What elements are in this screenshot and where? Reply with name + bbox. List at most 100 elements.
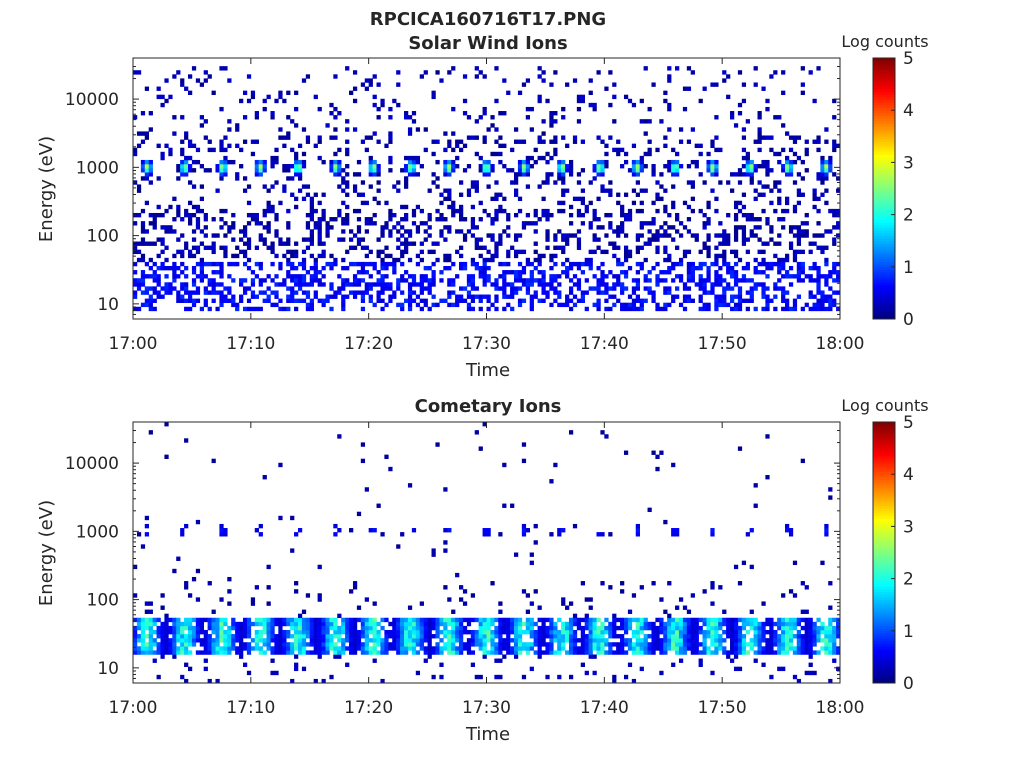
spectrogram-cell [565,621,570,627]
spectrogram-cell [824,528,829,533]
spectrogram-cell [466,302,472,308]
spectrogram-cell [431,282,436,287]
spectrogram-cell [246,621,252,627]
spectrogram-cell [431,548,436,553]
spectrogram-cell [372,629,377,635]
spectrogram-cell [706,646,711,651]
spectrogram-cell [796,629,802,635]
solar-wind-ylabel: Energy (eV) [36,136,57,242]
spectrogram-cell [726,621,731,627]
spectrogram-cell [152,221,157,226]
spectrogram-cell [812,638,817,643]
spectrogram-cell [380,306,385,312]
spectrogram-cell [451,66,456,71]
spectrogram-cell [710,650,715,655]
spectrogram-cell [211,629,216,635]
colorbar-segment [873,518,895,522]
spectrogram-cell [502,261,507,267]
spectrogram-cell [506,650,511,655]
spectrogram-cell [588,642,593,647]
spectrogram-cell [443,265,448,271]
spectrogram-cell [301,261,307,267]
spectrogram-cell [733,274,739,279]
spectrogram-cell [294,249,299,255]
spectrogram-cell [364,229,369,234]
spectrogram-cell [133,625,138,631]
spectrogram-cell [529,634,534,639]
spectrogram-cell [631,168,637,173]
spectrogram-cell [737,286,743,291]
spectrogram-cell [447,650,452,655]
spectrogram-cell [321,642,326,647]
spectrogram-cell [419,278,424,283]
spectrogram-cell [482,261,487,267]
spectrogram-cell [733,666,739,672]
spectrogram-cell [737,306,743,312]
spectrogram-cell [431,261,436,267]
spectrogram-cell [592,106,597,112]
spectrogram-cell [148,625,153,631]
spectrogram-cell [753,503,758,508]
spectrogram-cell [176,70,181,75]
solar-wind-xlabel: Time [465,360,510,381]
spectrogram-cell [219,621,224,627]
spectrogram-cell [812,139,817,144]
spectrogram-cell [513,617,519,623]
spectrogram-cell [313,225,318,230]
spectrogram-cell [698,274,703,279]
spectrogram-cell [156,212,161,218]
spectrogram-cell [608,241,613,246]
spectrogram-cell [239,629,244,635]
spectrogram-cell [769,188,774,193]
spectrogram-cell [745,217,750,222]
spectrogram-cell [435,302,440,308]
spectrogram-cell [788,135,794,140]
spectrogram-cell [242,176,248,181]
spectrogram-cell [726,265,731,271]
colorbar-segment [873,311,895,315]
spectrogram-cell [297,278,303,283]
spectrogram-cell [513,290,519,295]
spectrogram-cell [176,208,181,214]
spectrogram-cell [730,265,735,271]
spectrogram-cell [470,286,476,291]
spectrogram-cell [219,106,224,112]
spectrogram-cell [337,147,342,153]
spectrogram-cell [639,265,644,271]
spectrogram-cell [749,286,754,291]
spectrogram-cell [667,634,672,639]
spectrogram-cell [804,585,809,590]
spectrogram-cell [455,617,460,623]
spectrogram-cell [345,217,350,222]
spectrogram-cell [836,621,841,627]
spectrogram-cell [262,208,267,214]
spectrogram-cell [470,294,476,299]
spectrogram-cell [345,119,350,124]
spectrogram-cell [270,245,275,250]
spectrogram-cell [694,282,699,287]
spectrogram-cell [180,294,185,299]
spectrogram-cell [667,66,672,71]
spectrogram-cell [400,261,405,267]
spectrogram-cell [199,184,204,189]
spectrogram-cell [733,302,739,308]
spectrogram-cell [392,621,397,627]
spectrogram-cell [180,249,185,255]
spectrogram-cell [529,278,534,283]
colorbar-segment [873,193,895,197]
spectrogram-cell [565,237,570,242]
spectrogram-cell [623,450,629,455]
spectrogram-cell [816,135,821,140]
spectrogram-cell [195,208,201,214]
spectrogram-cell [572,621,578,627]
spectrogram-cell [211,270,216,275]
colorbar-segment [873,214,895,218]
spectrogram-cell [372,528,377,533]
spectrogram-cell [313,294,318,299]
colorbar-segment [873,659,895,663]
spectrogram-cell [576,617,582,623]
spectrogram-cell [557,168,562,173]
spectrogram-cell [836,225,841,230]
spectrogram-cell [510,180,515,185]
spectrogram-cell [655,282,660,287]
